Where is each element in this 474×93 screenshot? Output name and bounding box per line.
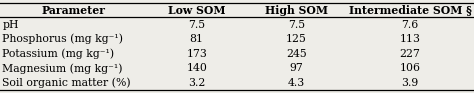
Text: Low SOM: Low SOM [168,5,226,16]
Text: Soil organic matter (%): Soil organic matter (%) [2,78,131,88]
Text: 227: 227 [400,49,420,59]
Text: 245: 245 [286,49,307,59]
Text: Potassium (mg kg⁻¹): Potassium (mg kg⁻¹) [2,49,115,59]
Text: 81: 81 [190,34,204,44]
Text: 3.9: 3.9 [401,78,419,88]
Text: 3.2: 3.2 [188,78,205,88]
Text: 125: 125 [286,34,307,44]
Text: 7.6: 7.6 [401,20,419,30]
Text: pH: pH [2,20,19,30]
Text: 7.5: 7.5 [188,20,205,30]
Text: 140: 140 [186,63,207,73]
Text: 173: 173 [186,49,207,59]
Text: 4.3: 4.3 [288,78,305,88]
Text: 106: 106 [400,63,420,73]
Text: Magnesium (mg kg⁻¹): Magnesium (mg kg⁻¹) [2,63,123,74]
Text: High SOM: High SOM [265,5,328,16]
Text: Phosphorus (mg kg⁻¹): Phosphorus (mg kg⁻¹) [2,34,123,44]
Text: 7.5: 7.5 [288,20,305,30]
Text: 113: 113 [400,34,420,44]
Text: Intermediate SOM §: Intermediate SOM § [348,5,472,16]
Text: Parameter: Parameter [41,5,106,16]
Text: 97: 97 [289,63,303,73]
